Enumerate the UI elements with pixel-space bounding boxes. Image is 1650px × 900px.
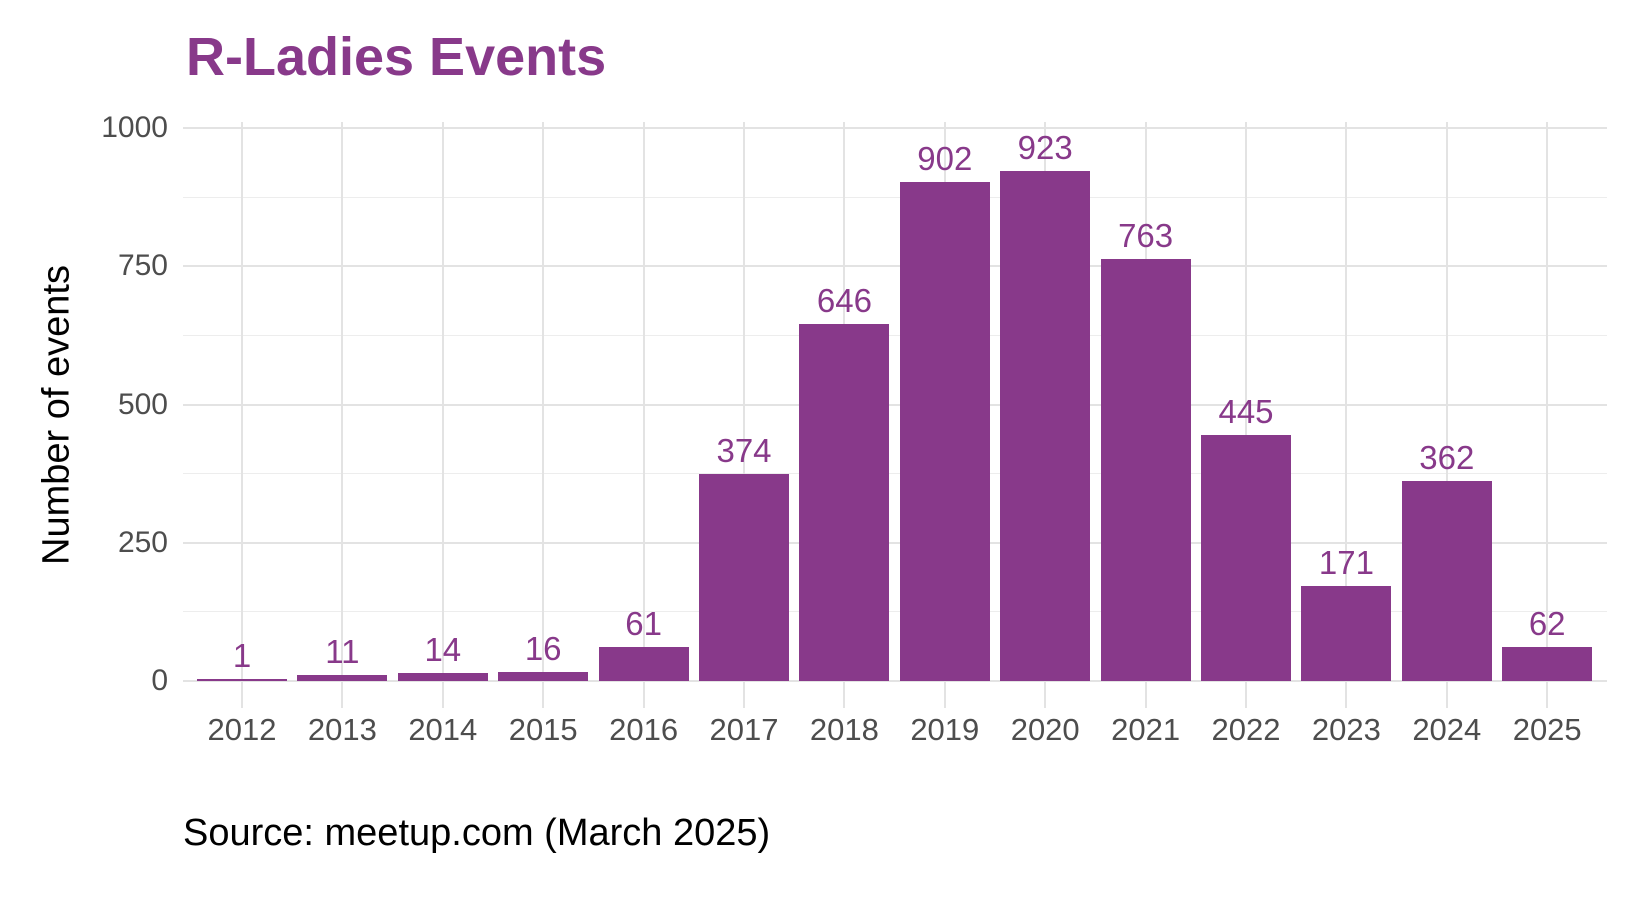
bar-label-2023: 171 [1318, 544, 1374, 582]
bar-label-2025: 62 [1528, 604, 1566, 642]
gridline-major-x [341, 122, 344, 708]
x-tick-2021: 2021 [1111, 712, 1181, 747]
bar-label-2012: 1 [232, 637, 252, 674]
x-tick-2016: 2016 [609, 712, 679, 747]
plot-panel: 1 11 14 16 61 374 646 902 923 763 445 171 362 62 [183, 122, 1607, 708]
bar-label-2016: 61 [625, 605, 662, 643]
gridline-minor-y [183, 334, 1607, 336]
gridline-major-x [441, 122, 444, 708]
x-tick-2019: 2019 [910, 712, 980, 747]
gridline-major-x [1345, 122, 1348, 708]
x-tick-2018: 2018 [809, 712, 879, 747]
gridline-major-y [183, 127, 1607, 129]
bar-2014 [397, 673, 488, 681]
bar-2013 [297, 674, 388, 681]
gridline-major-x [642, 122, 645, 708]
x-tick-2025: 2025 [1512, 712, 1582, 747]
gridline-major-y [183, 265, 1607, 268]
bar-label-2015: 16 [524, 630, 562, 668]
x-tick-2022: 2022 [1211, 712, 1281, 747]
bar-label-2024: 362 [1419, 438, 1475, 476]
gridline-major-y [183, 541, 1607, 544]
bar-2023 [1301, 586, 1392, 681]
bar-2022 [1201, 434, 1291, 681]
bar-label-2021: 763 [1118, 217, 1174, 255]
bar-label-2013: 11 [325, 632, 360, 670]
bar-label-2019: 902 [917, 140, 973, 178]
gridline-major-x [1445, 122, 1448, 708]
bar-2016 [598, 647, 689, 681]
x-tick-2013: 2013 [307, 712, 377, 747]
bar-label-2017: 374 [716, 432, 772, 470]
x-tick-2015: 2015 [508, 712, 578, 747]
gridline-minor-y [183, 473, 1607, 475]
gridline-minor-y [183, 196, 1607, 198]
gridline-major-x [241, 122, 243, 708]
gridline-major-x [743, 122, 745, 708]
bar-2025 [1502, 646, 1593, 681]
x-tick-2024: 2024 [1412, 712, 1482, 747]
y-tick-750: 750 [117, 249, 168, 283]
x-tick-2012: 2012 [207, 712, 277, 747]
gridline-major-y [183, 403, 1607, 406]
gridline-major-x [1245, 122, 1247, 708]
gridline-major-y [183, 680, 1607, 682]
bar-label-2014: 14 [424, 631, 462, 669]
x-tick-2017: 2017 [709, 712, 779, 747]
bar-label-2020: 923 [1017, 128, 1073, 166]
x-tick-2014: 2014 [408, 712, 478, 747]
gridline-major-x [542, 122, 545, 708]
chart-caption: Source: meetup.com (March 2025) [183, 812, 771, 854]
bar-2019 [899, 182, 990, 681]
y-tick-0: 0 [151, 664, 168, 697]
gridline-minor-y [183, 611, 1607, 613]
y-tick-1000: 1000 [101, 111, 168, 144]
chart-title: R-Ladies Events [186, 27, 607, 87]
bar-2021 [1100, 259, 1191, 681]
y-tick-500: 500 [117, 387, 168, 421]
bar-2017 [699, 474, 789, 681]
gridline-major-x [1546, 122, 1549, 708]
bar-2024 [1401, 480, 1492, 681]
y-tick-250: 250 [117, 525, 168, 559]
bar-2018 [799, 323, 890, 681]
bar-2012 [197, 679, 287, 681]
x-tick-2020: 2020 [1010, 712, 1080, 747]
bar-label-2022: 445 [1218, 392, 1274, 430]
bar-2015 [498, 672, 589, 681]
bar-label-2018: 646 [816, 281, 872, 319]
x-tick-2023: 2023 [1311, 712, 1381, 747]
bar-2020 [1000, 170, 1091, 681]
